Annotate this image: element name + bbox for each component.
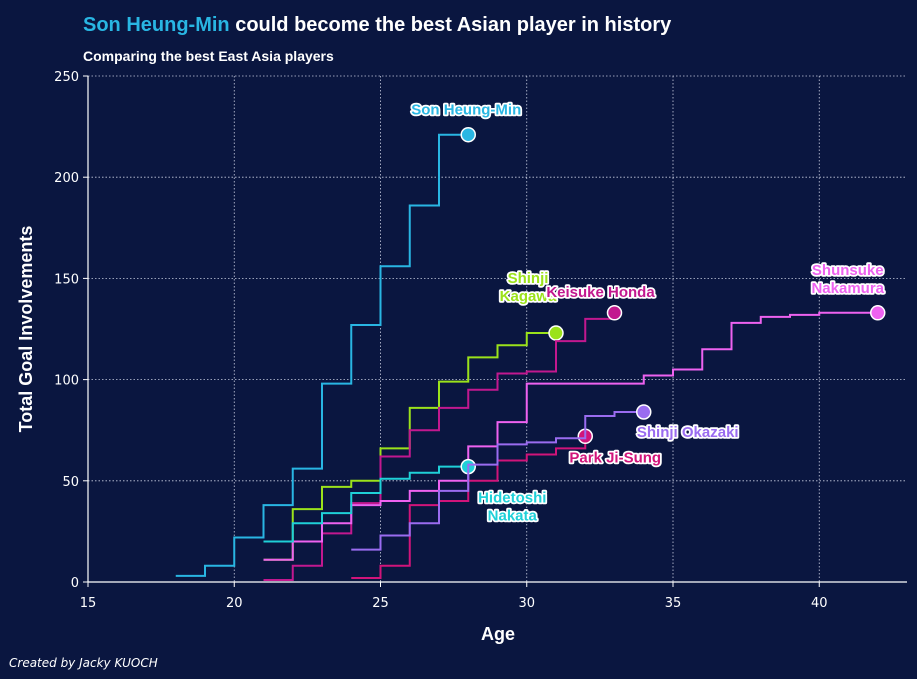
chart-subtitle: Comparing the best East Asia players [83, 48, 334, 64]
chart-title-highlight: Son Heung-Min [83, 14, 230, 36]
y-tick-label: 150 [54, 272, 79, 287]
series-line-hidetoshi-nakata [263, 465, 469, 543]
series-label-keisuke-honda: Keisuke Honda [546, 284, 655, 301]
axes: 15 20 25 30 35 40 0 50 100 150 200 250 [54, 70, 907, 611]
series-line-shunsuke-nakamura [263, 311, 878, 561]
credit-text: Created by Jacky KUOCH [9, 656, 158, 670]
end-marker-shunsuke-nakamura [870, 305, 886, 321]
series-line-keisuke-honda [263, 312, 616, 581]
y-tick-label: 100 [54, 374, 79, 389]
y-axis-label: Total Goal Involvements [16, 226, 36, 433]
series-lines [175, 126, 886, 581]
series-label-line: Nakata [488, 508, 538, 525]
series-label-park-ji-sung: Park Ji-Sung [569, 449, 661, 466]
x-tick-label: 30 [518, 596, 535, 611]
grid [88, 75, 907, 582]
y-tick-label: 250 [54, 70, 79, 85]
x-tick-label: 35 [665, 596, 682, 611]
series-label-line: Keisuke Honda [546, 284, 655, 301]
y-tick-label: 50 [62, 475, 79, 490]
series-label-line: Shinji [508, 270, 549, 287]
x-tick-label: 20 [226, 596, 243, 611]
y-tick-label: 200 [54, 171, 79, 186]
chart-title: Son Heung-Min could become the best Asia… [83, 14, 672, 36]
end-marker-shinji-okazaki [636, 404, 652, 420]
series-label-line: Shunsuke [812, 262, 884, 279]
x-tick-label: 40 [811, 596, 828, 611]
x-tick-label: 15 [80, 596, 97, 611]
series-label-hidetoshi-nakata: Hidetoshi Nakata [478, 490, 546, 525]
series-label-line: Park Ji-Sung [569, 449, 661, 466]
series-label-son-heung-min: Son Heung-Min [411, 102, 521, 119]
chart-title-rest: could become the best Asian player in hi… [230, 14, 672, 36]
series-label-line: Son Heung-Min [411, 102, 521, 119]
series-line-shinji-kagawa [263, 332, 556, 561]
series-label-line: Nakamura [811, 280, 884, 297]
series-label-shinji-okazaki: Shinji Okazaki [637, 424, 739, 441]
series-label-line: Kagawa [500, 288, 557, 305]
series-label-line: Shinji Okazaki [637, 424, 739, 441]
end-marker-son-heung-min [460, 126, 476, 143]
series-label-shunsuke-nakamura: Shunsuke Nakamura [811, 262, 884, 297]
series-label-line: Hidetoshi [478, 490, 546, 507]
end-marker-keisuke-honda [606, 305, 623, 321]
end-marker-shinji-kagawa [548, 325, 564, 341]
series-line-son-heung-min [175, 133, 469, 577]
x-axis-label: Age [481, 624, 515, 644]
series-line-shinji-okazaki [351, 410, 644, 551]
y-tick-label: 0 [71, 576, 79, 591]
series-label-shinji-kagawa: Shinji Kagawa [500, 270, 557, 305]
x-tick-label: 25 [372, 596, 389, 611]
